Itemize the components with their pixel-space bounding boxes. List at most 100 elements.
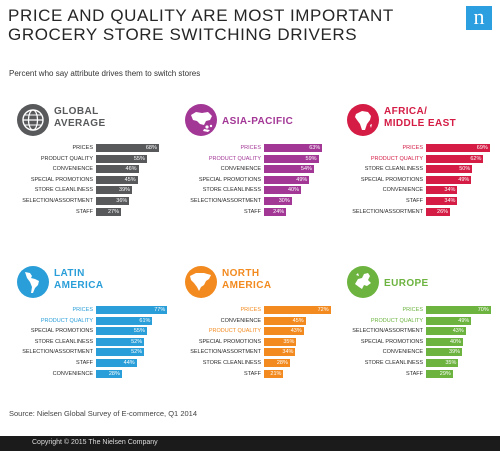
globe-icon [16, 103, 50, 137]
bar-row: SELECTION/ASSORTMENT 26% [338, 207, 498, 217]
category-label: STAFF [405, 198, 423, 204]
bar: 50% [426, 165, 473, 174]
bar-row: PRODUCT QUALITY 61% [8, 316, 168, 326]
africa-map-icon [346, 103, 380, 137]
bar-row: CONVENIENCE 34% [338, 185, 498, 195]
category-label: PRODUCT QUALITY [40, 317, 93, 324]
bar-row: STAFF 44% [8, 358, 168, 368]
bar: 68% [96, 144, 159, 152]
value-label: 50% [459, 166, 471, 173]
region-panel: GLOBAL AVERAGE PRICES 68% PRODUCT QUALITY 55%… [8, 103, 168, 253]
bar-row: STAFF 34% [338, 196, 498, 206]
region-panel: LATIN AMERICA PRICES 77% PRODUCT QUALITY 61% S… [8, 265, 168, 415]
bar-row: STAFF 27% [8, 207, 168, 217]
category-label: SPECIAL PROMOTIONS [198, 176, 261, 183]
category-label: STAFF [405, 370, 423, 377]
nielsen-logo: n [466, 6, 492, 30]
category-label: SPECIAL PROMOTIONS [30, 176, 93, 183]
bar: 62% [426, 154, 484, 163]
category-label: CONVENIENCE [52, 166, 93, 173]
value-label: 46% [125, 166, 137, 173]
value-label: 68% [145, 145, 157, 151]
value-label: 35% [445, 360, 457, 366]
region-panel: EUROPE PRICES 70% PRODUCT QUALITY 49% SELECTI… [338, 265, 498, 415]
category-label: STORE CLEANLINESS [34, 187, 93, 194]
category-label: PRICES [72, 145, 93, 151]
category-label: STORE CLEANLINESS [202, 360, 261, 366]
bar: 43% [264, 327, 304, 336]
category-label: STAFF [243, 208, 261, 215]
value-label: 39% [449, 349, 461, 356]
value-label: 27% [107, 208, 119, 215]
category-label: SELECTION/ASSORTMENT [352, 328, 423, 335]
category-label: CONVENIENCE [382, 187, 423, 194]
chart-subtitle: Percent who say attribute drives them to… [9, 69, 201, 78]
bar-row: STORE CLEANLINESS 28% [176, 358, 336, 368]
value-label: 21% [270, 370, 282, 377]
category-label: PRODUCT QUALITY [208, 328, 261, 335]
bar-row: STORE CLEANLINESS 40% [176, 185, 336, 195]
value-label: 34% [444, 198, 456, 204]
category-label: SELECTION/ASSORTMENT [190, 349, 261, 356]
bar: 39% [426, 348, 463, 357]
bar: 36% [96, 197, 130, 205]
region-name: NORTH AMERICA [222, 268, 271, 292]
category-label: SELECTION/ASSORTMENT [22, 349, 93, 356]
region-name-line-2: AVERAGE [54, 118, 106, 129]
bar-row: PRICES 69% [338, 143, 498, 153]
bar: 61% [96, 316, 153, 325]
bar-row: SELECTION/ASSORTMENT 43% [338, 326, 498, 336]
bar: 34% [264, 348, 296, 357]
bar-row: PRICES 72% [176, 305, 336, 315]
category-label: SPECIAL PROMOTIONS [198, 338, 261, 345]
value-label: 55% [133, 155, 145, 162]
value-label: 61% [139, 317, 151, 324]
bar-row: PRICES 77% [8, 305, 168, 315]
value-label: 59% [305, 155, 317, 162]
bar-row: SELECTION/ASSORTMENT 34% [176, 347, 336, 357]
latin-america-map-icon [16, 265, 50, 299]
region-name-line-2: AMERICA [54, 280, 104, 291]
category-label: STORE CLEANLINESS [364, 360, 423, 366]
category-label: SPECIAL PROMOTIONS [30, 328, 93, 335]
footer-bar: Copyright © 2015 The Nielsen Company [0, 436, 500, 451]
bar: 26% [426, 207, 451, 216]
bar: 40% [264, 186, 301, 195]
title-line-2: GROCERY STORE SWITCHING DRIVERS [8, 25, 358, 44]
value-label: 55% [133, 328, 145, 335]
bar: 49% [264, 175, 310, 184]
value-label: 24% [273, 208, 285, 215]
value-label: 44% [123, 360, 135, 366]
category-label: CONVENIENCE [382, 349, 423, 356]
bar: 34% [426, 186, 458, 195]
value-label: 28% [276, 360, 288, 366]
value-label: 40% [449, 338, 461, 345]
value-label: 52% [131, 349, 143, 356]
category-label: PRICES [240, 307, 261, 313]
bar: 45% [96, 175, 138, 184]
bar-row: PRODUCT QUALITY 55% [8, 154, 168, 164]
category-label: STORE CLEANLINESS [34, 338, 93, 345]
value-label: 70% [477, 307, 489, 313]
bar: 52% [96, 337, 145, 346]
category-label: STAFF [243, 370, 261, 377]
bar-row: CONVENIENCE 45% [176, 316, 336, 326]
category-label: PRODUCT QUALITY [370, 155, 423, 162]
value-label: 40% [287, 187, 299, 194]
value-label: 62% [470, 155, 482, 162]
bar: 29% [426, 369, 453, 378]
bar: 35% [264, 337, 297, 346]
bar: 28% [264, 359, 290, 367]
value-label: 43% [452, 328, 464, 335]
bar: 49% [426, 175, 472, 184]
bar-row: STAFF 24% [176, 207, 336, 217]
bar-row: PRODUCT QUALITY 62% [338, 154, 498, 164]
category-label: STORE CLEANLINESS [364, 166, 423, 173]
region-name-line-1: GLOBAL [54, 106, 99, 117]
bar-row: SELECTION/ASSORTMENT 30% [176, 196, 336, 206]
bar: 43% [426, 327, 466, 336]
page-title: PRICE AND QUALITY ARE MOST IMPORTANT GRO… [8, 6, 394, 44]
category-label: PRICES [402, 307, 423, 313]
category-label: SELECTION/ASSORTMENT [22, 198, 93, 204]
category-label: SELECTION/ASSORTMENT [190, 198, 261, 204]
